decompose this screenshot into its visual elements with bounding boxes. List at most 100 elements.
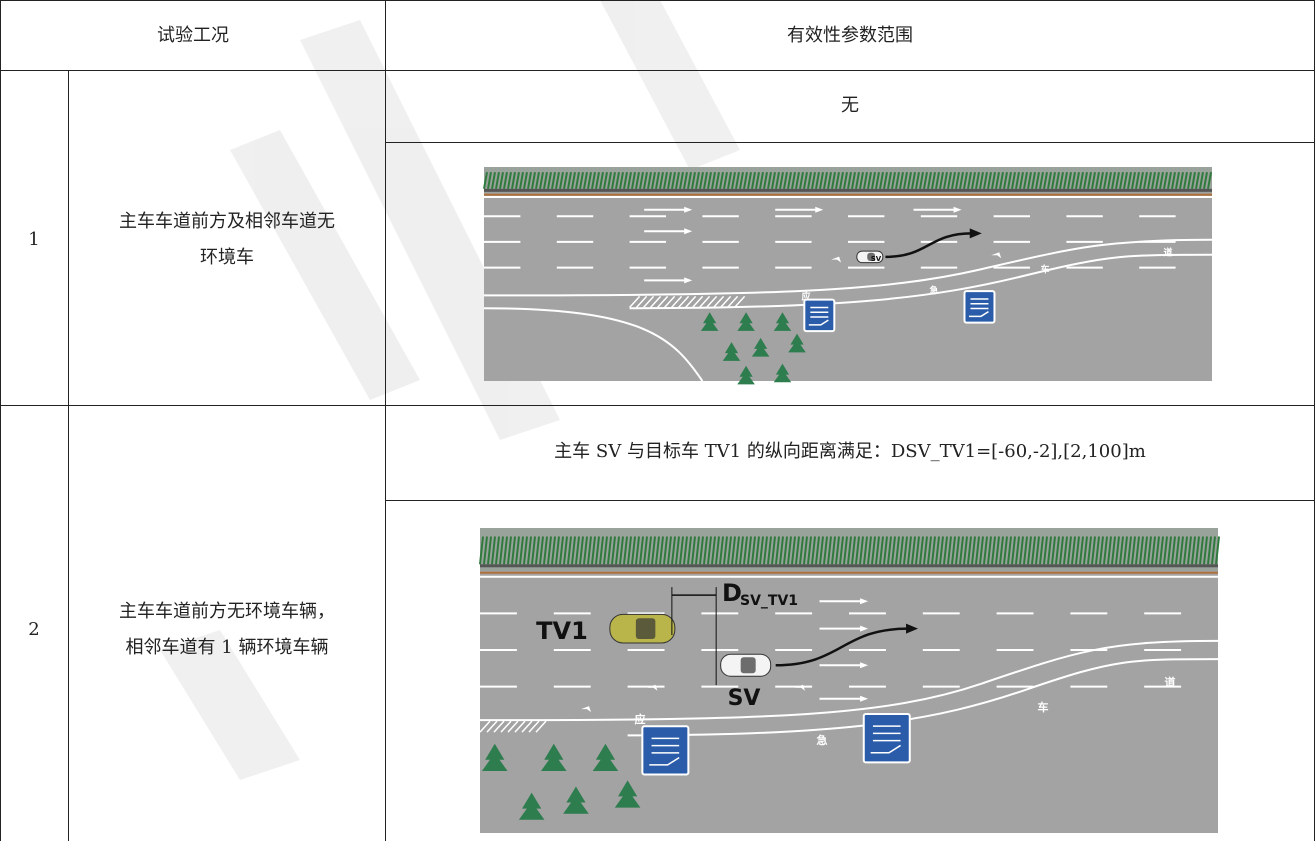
road-mark: 道 (1165, 675, 1176, 689)
fence-post (759, 171, 764, 190)
road (480, 528, 1218, 833)
fence-post (751, 171, 756, 190)
fence-post (559, 171, 564, 190)
fence-post (1071, 536, 1076, 565)
road-mark: 应 (801, 291, 810, 303)
lane-arrow (797, 256, 842, 268)
fence-post (495, 171, 500, 190)
fence-post (1015, 171, 1020, 190)
fence-post (863, 171, 868, 190)
hatch (486, 720, 498, 733)
ramp-edge (627, 658, 1219, 737)
fence-post (1059, 171, 1064, 190)
fence-post (927, 536, 932, 565)
fence-post (811, 171, 816, 190)
hatch (692, 295, 704, 308)
fence-post (779, 171, 784, 190)
lane-arrow (644, 206, 693, 213)
fence-post (847, 536, 852, 565)
hatch (500, 720, 512, 733)
hatch (657, 295, 669, 308)
fence-post (1207, 171, 1212, 190)
fence-post (1199, 171, 1204, 190)
fence-post (999, 171, 1004, 190)
fence-post (519, 536, 524, 565)
fence-post (1119, 536, 1124, 565)
fence-post (1195, 171, 1200, 190)
road-mark: 车 (1038, 700, 1049, 714)
fence-post (851, 536, 856, 565)
fence-post (775, 536, 780, 565)
fence-post (1003, 171, 1008, 190)
sv-car-window (740, 657, 756, 674)
fence-post (611, 171, 616, 190)
fence-post (1175, 171, 1180, 190)
fence-post (839, 171, 844, 190)
fence-post (707, 536, 712, 565)
fence-post (923, 171, 928, 190)
fence-post (675, 536, 680, 565)
fence-post (827, 171, 832, 190)
hatch (493, 720, 505, 733)
fence-post (1171, 536, 1176, 565)
fence-post (639, 536, 644, 565)
fence-post (695, 536, 700, 565)
fence-post (995, 171, 1000, 190)
fence-post (1083, 171, 1088, 190)
fence-post (1063, 171, 1068, 190)
fence-post (1179, 536, 1184, 565)
fence-post (1143, 536, 1148, 565)
tree (481, 743, 508, 771)
fence-post (711, 171, 716, 190)
fence-post (715, 171, 720, 190)
fence-post (1131, 171, 1136, 190)
fence-post (523, 171, 528, 190)
curb (480, 571, 1218, 574)
vehicle-label: SV (871, 255, 882, 263)
fence-post (935, 536, 940, 565)
fence-post (483, 536, 488, 565)
fence-post (935, 171, 940, 190)
fence-post (579, 536, 584, 565)
fence-post (739, 536, 744, 565)
hatch (650, 295, 662, 308)
fence-post (919, 171, 924, 190)
fence-post (1159, 171, 1164, 190)
fence-post (551, 171, 556, 190)
fence-post (959, 171, 964, 190)
fence-post (971, 171, 976, 190)
fence-post (1059, 536, 1064, 565)
trajectory-head (906, 623, 919, 634)
fence-post (799, 171, 804, 190)
lane-arrow (819, 598, 869, 605)
fence-post (1071, 171, 1076, 190)
fence-post (1095, 536, 1100, 565)
fence-post (799, 536, 804, 565)
fence-post (1091, 171, 1096, 190)
fence-post (999, 536, 1004, 565)
fence-post (523, 536, 528, 565)
fence-post (1047, 536, 1052, 565)
lane-arrow (957, 252, 1002, 264)
tree (614, 780, 641, 808)
fence-post (519, 171, 524, 190)
fence-post (571, 536, 576, 565)
fence-post (987, 536, 992, 565)
fence-post (1111, 536, 1116, 565)
fence-post (767, 536, 772, 565)
fence-post (1095, 171, 1100, 190)
fence-post (631, 536, 636, 565)
fence-post (1111, 171, 1116, 190)
fence-post (615, 536, 620, 565)
fence-post (599, 171, 604, 190)
header-cell: 有效性参数范围 (787, 25, 913, 46)
hatch (664, 295, 676, 308)
lane-arrow (913, 206, 962, 213)
fence-post (915, 536, 920, 565)
fence-post (543, 171, 548, 190)
fence-post (611, 536, 616, 565)
fence-post (919, 536, 924, 565)
ramp-curve (483, 307, 704, 382)
fence-post (607, 536, 612, 565)
